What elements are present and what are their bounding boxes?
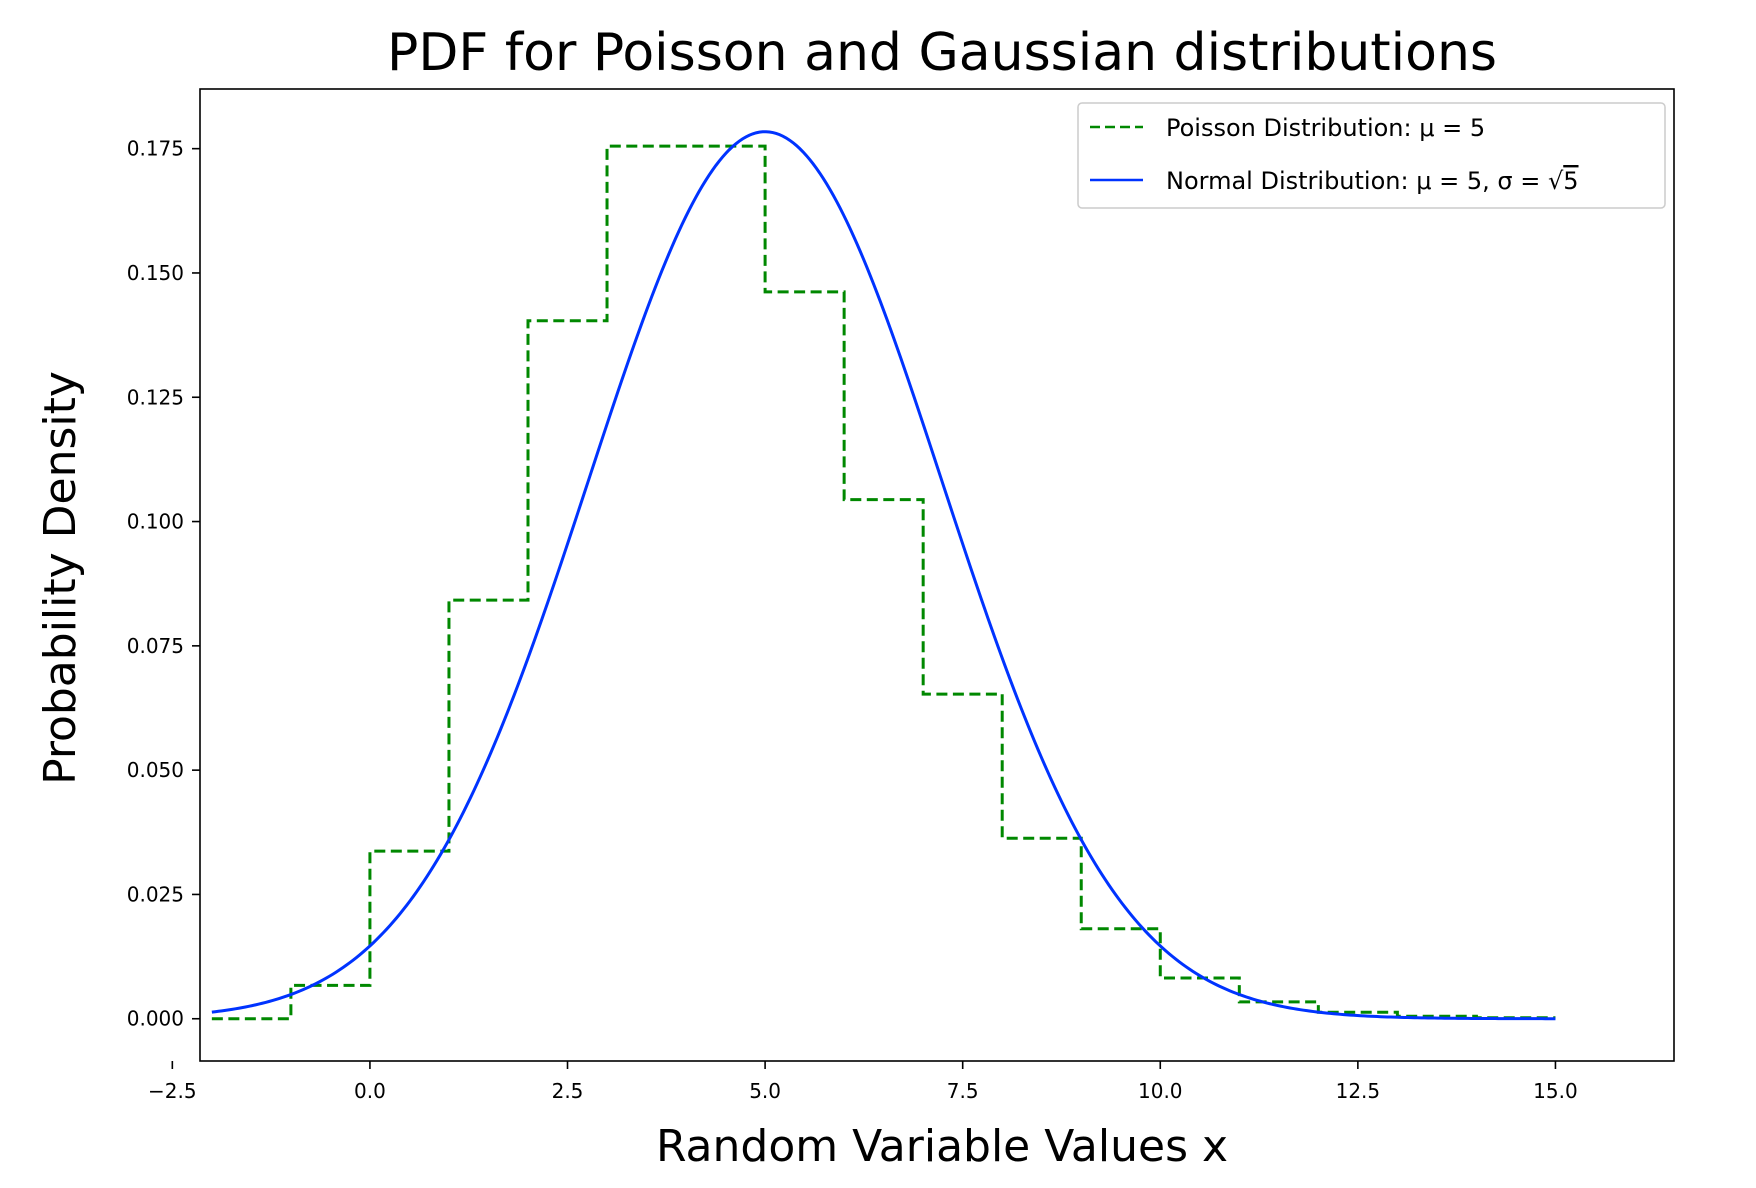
x-tick-label: −2.5: [148, 1079, 197, 1103]
legend-normal-sqrt-arg: 5: [1563, 167, 1578, 195]
legend-frame: [1077, 102, 1666, 209]
legend: Poisson Distribution: μ = 5 Normal Distr…: [1077, 102, 1666, 209]
series-group: [211, 130, 1556, 1021]
x-tick-label: 15.0: [1533, 1079, 1578, 1103]
y-axis-label: Probability Density: [35, 371, 86, 785]
y-tick-label: 0.000: [127, 1007, 184, 1031]
chart-title: PDF for Poisson and Gaussian distributio…: [387, 23, 1497, 83]
legend-poisson-label: Poisson Distribution: μ = 5: [1166, 114, 1485, 142]
axes: −2.5 0.0 2.5 5.0 7.5 10.0 12.5 15.0 0.000 0.025 0.…: [127, 88, 1675, 1103]
legend-normal-label: Normal Distribution: μ = 5, σ = √5: [1166, 167, 1579, 195]
axes-frame: [199, 88, 1675, 1062]
y-tick-label: 0.025: [127, 882, 184, 906]
x-tick-label: 10.0: [1138, 1079, 1183, 1103]
x-tick-label: 5.0: [749, 1079, 781, 1103]
poisson-step-line: [211, 144, 1556, 1021]
x-tick-label: 7.5: [947, 1079, 979, 1103]
x-tick-label: 12.5: [1336, 1079, 1381, 1103]
plot-area: [211, 130, 1556, 1021]
x-tick-label: 0.0: [354, 1079, 386, 1103]
normal-pdf-curve: [211, 130, 1556, 1021]
y-tick-label: 0.050: [127, 758, 184, 782]
y-tick-label: 0.075: [127, 634, 184, 658]
x-axis-label: Random Variable Values x: [656, 1121, 1228, 1172]
y-tick-label: 0.125: [127, 385, 184, 409]
y-tick-label: 0.175: [127, 137, 184, 161]
y-tick-label: 0.100: [127, 510, 184, 534]
x-tick-label: 2.5: [552, 1079, 584, 1103]
legend-normal-label-text: Normal Distribution: μ = 5, σ =: [1166, 167, 1548, 195]
sqrt-symbol: √: [1548, 167, 1564, 195]
y-tick-label: 0.150: [127, 261, 184, 285]
